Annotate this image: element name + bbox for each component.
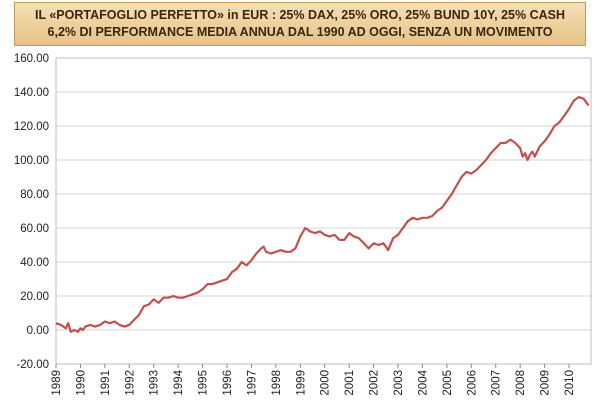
x-tick-label: 2000 xyxy=(320,370,332,396)
x-tick-label: 1994 xyxy=(173,369,185,395)
x-tick-label: 1995 xyxy=(198,370,210,396)
x-tick-label: 1997 xyxy=(246,370,258,396)
x-tick-label: 1990 xyxy=(75,370,87,396)
series-group xyxy=(55,96,590,333)
chart-title-box: IL «PORTAFOGLIO PERFETTO» in EUR : 25% D… xyxy=(14,2,586,46)
x-tick-label: 2001 xyxy=(344,370,356,396)
x-tick-label: 1998 xyxy=(271,370,283,396)
x-tick-label: 2003 xyxy=(393,370,405,396)
y-tick-label: 0.00 xyxy=(27,325,49,337)
x-tick-label: 2008 xyxy=(515,370,527,396)
y-tick-label: 20.00 xyxy=(20,291,49,303)
grid-lines xyxy=(55,57,592,365)
x-tick-label: 2007 xyxy=(491,370,503,396)
y-axis-ticks: 160.00 140.00 120.00 100.00 80.00 60.00 40.00 2… xyxy=(14,53,49,371)
y-tick-label: 100.00 xyxy=(14,155,49,167)
y-tick-label: 40.00 xyxy=(20,257,49,269)
x-tick-label: 1991 xyxy=(100,370,112,396)
y-tick-label: 160.00 xyxy=(14,53,49,65)
x-tick-label: 2009 xyxy=(540,370,552,396)
x-tick-label: 2005 xyxy=(442,370,454,396)
y-tick-label: 120.00 xyxy=(14,121,49,133)
x-tick-label: 1996 xyxy=(222,370,234,396)
x-axis-ticks: 1989 1990 1991 1992 1993 1994 1995 1996 1997 1998… xyxy=(51,364,576,396)
chart-subtitle: 6,2% DI PERFORMANCE MEDIA ANNUA DAL 1990… xyxy=(47,25,553,39)
x-tick-label: 2006 xyxy=(466,370,478,396)
x-tick-label: 2002 xyxy=(369,370,381,396)
x-tick-label: 1993 xyxy=(149,370,161,396)
y-tick-label: 140.00 xyxy=(14,87,49,99)
chart-title: IL «PORTAFOGLIO PERFETTO» in EUR : 25% D… xyxy=(35,8,565,22)
y-tick-label: 60.00 xyxy=(20,223,49,235)
x-tick-label: 2010 xyxy=(564,370,576,396)
y-tick-label: -20.00 xyxy=(16,359,49,371)
x-tick-label: 1999 xyxy=(295,370,307,396)
y-tick-label: 80.00 xyxy=(20,189,49,201)
x-tick-label: 1989 xyxy=(51,370,63,396)
plot-frame xyxy=(55,57,592,365)
series-line xyxy=(55,96,590,333)
x-tick-label: 2004 xyxy=(417,369,429,395)
x-tick-label: 1992 xyxy=(124,370,136,396)
